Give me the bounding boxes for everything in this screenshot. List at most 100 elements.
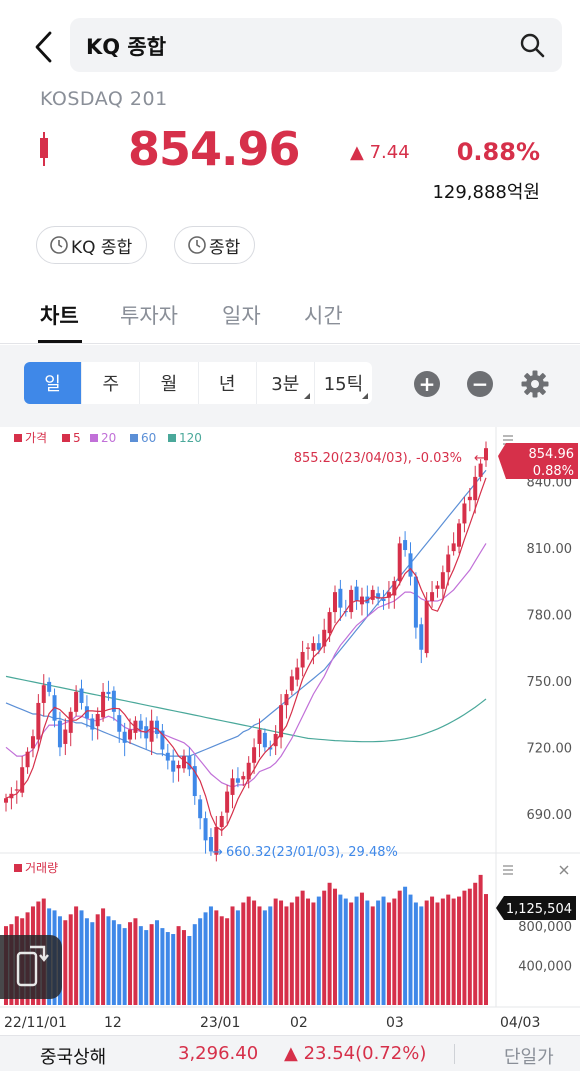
ma60-line — [5, 469, 487, 757]
chip-kq-composite[interactable]: KQ 종합 — [36, 226, 148, 264]
high-annotation: 855.20(23/04/03), -0.03% — [294, 451, 462, 466]
ticker-change-value: 23.54 — [303, 1043, 356, 1064]
candle-body — [57, 720, 62, 748]
candle-body — [25, 751, 30, 768]
current-price-tag — [498, 443, 578, 479]
candle-icon — [40, 132, 48, 166]
volume-bar — [435, 902, 440, 1005]
candle-body — [289, 676, 294, 691]
bottom-ticker[interactable]: 중국상해 3,296.40 ▲ 23.54(0.72%) 단일가 — [0, 1035, 580, 1071]
price-axis: 840.00 810.00 780.00 750.00 720.00 690.00 — [527, 475, 573, 822]
ticker-change: ▲ 23.54(0.72%) — [284, 1043, 426, 1064]
rotate-screen-button[interactable] — [0, 935, 62, 999]
candle-body — [101, 691, 106, 718]
volume-legend-swatch — [14, 864, 22, 872]
candle-body — [386, 592, 391, 598]
candle-body — [306, 647, 311, 649]
price-change-percent: 0.88% — [456, 138, 540, 166]
candle-body — [284, 694, 289, 706]
legend-swatch-ma5 — [62, 434, 70, 442]
tab-investor[interactable]: 투자자 — [120, 304, 178, 328]
back-arrow-icon[interactable] — [30, 30, 58, 64]
period-week[interactable]: 주 — [82, 362, 141, 404]
candle-body — [408, 553, 413, 577]
ticker-name: 중국상해 — [40, 1047, 107, 1068]
volume-panel-menu-icon[interactable] — [503, 865, 513, 875]
legend-label-ma120: 120 — [179, 431, 202, 445]
candle-body — [155, 720, 160, 734]
period-year[interactable]: 년 — [199, 362, 257, 404]
current-volume-tag — [496, 896, 576, 920]
price-tick-label: 780.00 — [527, 608, 573, 623]
chart-svg[interactable]: 가격 5 20 60 120 — [0, 427, 580, 1035]
volume-bar — [408, 894, 413, 1005]
candle-body — [376, 593, 381, 599]
single-price-button[interactable]: 단일가 — [504, 1047, 554, 1068]
candle-body — [430, 592, 435, 601]
tab-time[interactable]: 시간 — [304, 304, 343, 328]
volume-bar — [467, 888, 472, 1005]
legend-label-ma5: 5 — [73, 431, 81, 445]
volume-panel-close-icon[interactable] — [559, 865, 569, 875]
volume-bar — [122, 928, 127, 1005]
candle-body — [79, 688, 84, 703]
ticker-change-pct: (0.72%) — [355, 1043, 427, 1064]
high-arrow-icon: ← — [474, 451, 485, 466]
date-axis: 22/11/01 12 23/01 02 03 04/03 — [4, 1015, 540, 1031]
price-chart[interactable]: 가격 5 20 60 120 — [0, 427, 580, 1035]
period-tick[interactable]: 15틱 — [315, 362, 372, 404]
zoom-in-button[interactable]: + — [414, 371, 440, 397]
period-month[interactable]: 월 — [140, 362, 199, 404]
volume-bar — [160, 928, 165, 1005]
candle-body — [176, 765, 181, 769]
price-panel-menu-icon[interactable] — [503, 435, 513, 445]
volume-axis: 800,000 400,000 — [518, 920, 572, 974]
low-arrow-icon: → — [212, 845, 223, 860]
candle-body — [160, 730, 165, 750]
candle-body — [295, 667, 300, 680]
volume-bar — [198, 918, 203, 1005]
period-minute[interactable]: 3분 — [257, 362, 315, 404]
volume-bar — [386, 902, 391, 1005]
ticker-value: 3,296.40 — [178, 1043, 259, 1064]
legend-label-ma20: 20 — [101, 431, 116, 445]
volume-bar — [306, 898, 311, 1005]
volume-bar — [63, 920, 68, 1005]
candle-body — [203, 818, 208, 841]
volume-bar — [187, 936, 192, 1005]
candle-body — [241, 776, 246, 780]
period-label: 주 — [102, 374, 120, 395]
candle-body — [252, 747, 257, 763]
period-day[interactable]: 일 — [24, 362, 83, 404]
volume-bar — [349, 902, 354, 1005]
candle-body — [397, 543, 402, 582]
candle-body — [235, 778, 240, 783]
candle-body — [435, 585, 440, 589]
legend-swatch-ma60 — [130, 434, 138, 442]
period-label: 월 — [160, 374, 178, 395]
zoom-out-button[interactable]: − — [467, 371, 493, 397]
volume-bar — [252, 900, 257, 1005]
volume-bar — [219, 916, 224, 1005]
search-icon[interactable] — [518, 31, 546, 59]
tab-chart[interactable]: 차트 — [40, 304, 79, 328]
candle-body — [413, 576, 418, 628]
candle-body — [419, 624, 424, 650]
price-tick-label: 840.00 — [527, 475, 573, 490]
gear-icon[interactable] — [520, 369, 550, 399]
search-box[interactable]: KQ 종합 — [70, 18, 562, 72]
candle-body — [354, 586, 359, 601]
legend-swatch-ma20 — [90, 434, 98, 442]
volume-bar — [462, 890, 467, 1005]
volume-bar — [332, 888, 337, 1005]
tab-daily[interactable]: 일자 — [222, 304, 261, 328]
candle-body — [84, 706, 89, 719]
candle-body — [192, 766, 197, 797]
volume-bar — [473, 882, 478, 1005]
candle-body — [478, 463, 483, 477]
candle-body — [230, 778, 235, 795]
ma120-path — [5, 675, 487, 743]
chip-composite[interactable]: 종합 — [174, 226, 256, 264]
date-tick-label: 04/03 — [500, 1015, 540, 1031]
volume-bar — [338, 894, 343, 1005]
